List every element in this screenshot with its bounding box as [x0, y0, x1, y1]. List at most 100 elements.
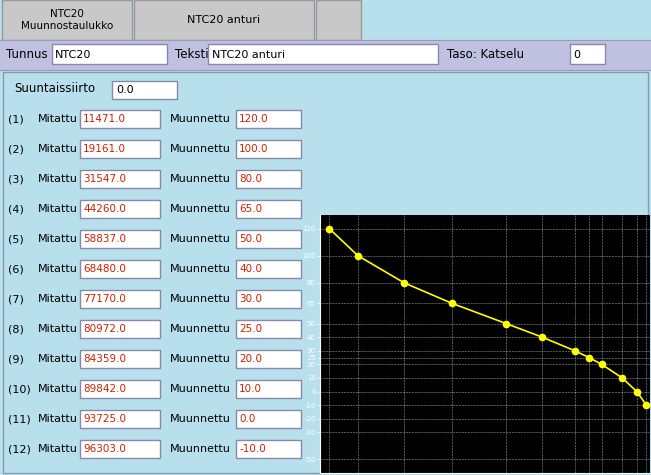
Text: 31547.0: 31547.0: [83, 174, 126, 184]
Text: 80.0: 80.0: [239, 174, 262, 184]
Bar: [80, 170, 160, 188]
Text: (11): (11): [8, 414, 31, 424]
Text: 20.0: 20.0: [239, 354, 262, 364]
Text: Muunnettu: Muunnettu: [170, 204, 231, 214]
Text: (4): (4): [8, 204, 24, 214]
Bar: [236, 320, 301, 338]
Bar: [80, 290, 160, 308]
Bar: [80, 410, 160, 428]
Text: (9): (9): [8, 354, 24, 364]
Text: (6): (6): [8, 264, 23, 274]
Text: 120.0: 120.0: [239, 114, 269, 124]
Text: -10.0: -10.0: [239, 444, 266, 454]
Text: 30.0: 30.0: [239, 294, 262, 304]
Text: NTC20: NTC20: [55, 50, 91, 60]
Text: Taso: Katselu: Taso: Katselu: [447, 48, 524, 61]
Text: 89842.0: 89842.0: [83, 384, 126, 394]
Bar: [112, 81, 177, 99]
Text: Mitattu: Mitattu: [38, 144, 78, 154]
Bar: [80, 320, 160, 338]
Bar: [80, 350, 160, 368]
Text: NTC20
Muunnostaulukko: NTC20 Muunnostaulukko: [21, 9, 113, 31]
Text: (1): (1): [8, 114, 23, 124]
Text: 77170.0: 77170.0: [83, 294, 126, 304]
Bar: [570, 44, 605, 64]
Bar: [236, 290, 301, 308]
Text: 58837.0: 58837.0: [83, 234, 126, 244]
Text: Muunnettu: Muunnettu: [170, 384, 231, 394]
Text: 19161.0: 19161.0: [83, 144, 126, 154]
Bar: [236, 440, 301, 458]
Text: Mitattu: Mitattu: [38, 114, 78, 124]
Text: Mitattu: Mitattu: [38, 444, 78, 454]
Bar: [0, 40, 651, 70]
Text: 84359.0: 84359.0: [83, 354, 126, 364]
Bar: [236, 110, 301, 128]
Bar: [80, 260, 160, 278]
Bar: [80, 140, 160, 158]
Text: 0.0: 0.0: [239, 414, 255, 424]
Text: (5): (5): [8, 234, 23, 244]
Text: 40.0: 40.0: [239, 264, 262, 274]
Bar: [236, 170, 301, 188]
Bar: [236, 200, 301, 218]
Text: Muunnettu: Muunnettu: [170, 354, 231, 364]
Bar: [80, 380, 160, 398]
Text: 44260.0: 44260.0: [83, 204, 126, 214]
Text: Mitattu: Mitattu: [38, 174, 78, 184]
Text: Mitattu: Mitattu: [38, 414, 78, 424]
Bar: [52, 44, 167, 64]
Text: 68480.0: 68480.0: [83, 264, 126, 274]
Text: Muunnettu: Muunnettu: [170, 294, 231, 304]
Text: 80972.0: 80972.0: [83, 324, 126, 334]
Text: NTC20 anturi: NTC20 anturi: [187, 15, 260, 25]
Text: Tunnus: Tunnus: [6, 48, 48, 61]
Text: 25.0: 25.0: [239, 324, 262, 334]
Text: 93725.0: 93725.0: [83, 414, 126, 424]
Bar: [316, 0, 361, 40]
Bar: [3, 72, 648, 473]
Bar: [134, 0, 314, 40]
Text: NTC20 anturi: NTC20 anturi: [212, 50, 285, 60]
Text: Muunnettu: Muunnettu: [170, 414, 231, 424]
Text: (12): (12): [8, 444, 31, 454]
Text: Muunnettu: Muunnettu: [170, 174, 231, 184]
Text: 50.0: 50.0: [239, 234, 262, 244]
Bar: [80, 200, 160, 218]
Bar: [80, 230, 160, 248]
Text: (2): (2): [8, 144, 24, 154]
Text: (10): (10): [8, 384, 31, 394]
Bar: [236, 380, 301, 398]
Text: 0.0: 0.0: [116, 85, 133, 95]
Text: Mitattu: Mitattu: [38, 324, 78, 334]
Text: Muunnettu: Muunnettu: [170, 324, 231, 334]
Bar: [236, 140, 301, 158]
Text: Muunnettu: Muunnettu: [170, 264, 231, 274]
Text: 0: 0: [573, 50, 580, 60]
Bar: [236, 350, 301, 368]
Text: 10.0: 10.0: [239, 384, 262, 394]
Text: Muunnettu: Muunnettu: [170, 444, 231, 454]
Bar: [2, 0, 132, 40]
Text: (7): (7): [8, 294, 24, 304]
Text: 96303.0: 96303.0: [83, 444, 126, 454]
Text: Mitattu: Mitattu: [38, 294, 78, 304]
Bar: [80, 440, 160, 458]
Text: Muunnettu: Muunnettu: [170, 234, 231, 244]
Bar: [236, 230, 301, 248]
Text: Mitattu: Mitattu: [38, 234, 78, 244]
Text: Mitattu: Mitattu: [38, 204, 78, 214]
Text: Teksti: Teksti: [175, 48, 208, 61]
Text: 65.0: 65.0: [239, 204, 262, 214]
Text: Muunnettu: Muunnettu: [170, 144, 231, 154]
Text: (3): (3): [8, 174, 23, 184]
Text: Mitattu: Mitattu: [38, 354, 78, 364]
Text: Mitattu: Mitattu: [38, 384, 78, 394]
Text: 11471.0: 11471.0: [83, 114, 126, 124]
Text: Mitattu: Mitattu: [38, 264, 78, 274]
Bar: [208, 44, 438, 64]
Bar: [236, 260, 301, 278]
Text: Muunnettu: Muunnettu: [170, 114, 231, 124]
Text: Suuntaissiirto: Suuntaissiirto: [14, 83, 95, 95]
Text: (8): (8): [8, 324, 24, 334]
